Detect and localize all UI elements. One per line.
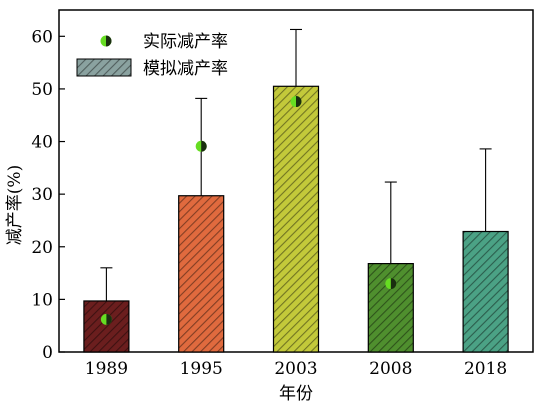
data-point-accent [201, 140, 207, 152]
bar-hatch [367, 263, 414, 353]
data-point-accent [390, 278, 397, 290]
x-axis: 1989 1995 2003 2008 2018 [85, 346, 507, 379]
bar-hatch [272, 85, 320, 353]
y-axis-title: 减产率(%) [5, 165, 25, 245]
x-axis-title: 年份 [279, 384, 313, 404]
y-tick-label: 20 [31, 238, 53, 258]
legend-swatch-hatch [77, 59, 131, 76]
x-tick-label: 1995 [180, 359, 223, 379]
y-tick-label: 60 [31, 27, 53, 47]
y-tick-label: 30 [31, 185, 53, 205]
y-tick-label: 10 [31, 290, 53, 310]
y-tick-label: 0 [42, 343, 53, 363]
bar-hatch [462, 230, 509, 353]
bar-hatch [83, 300, 130, 353]
y-tick-label: 40 [31, 133, 53, 153]
legend-item-simulated: 模拟减产率 [76, 58, 228, 79]
legend-label-simulated: 模拟减产率 [143, 59, 228, 79]
bars [83, 85, 509, 353]
x-tick-label: 2003 [274, 359, 317, 379]
data-point-accent [106, 313, 112, 325]
legend-item-actual: 实际减产率 [100, 32, 228, 52]
x-tick-label: 1989 [85, 359, 128, 379]
y-axis: 0 10 20 30 40 50 60 [31, 27, 65, 363]
legend-marker-accent [106, 35, 112, 47]
legend: 实际减产率 模拟减产率 [76, 32, 228, 79]
points [100, 96, 397, 325]
data-point-accent [296, 96, 302, 108]
x-tick-label: 2008 [369, 359, 412, 379]
x-tick-label: 2018 [464, 359, 507, 379]
legend-label-actual: 实际减产率 [143, 32, 228, 52]
bar-hatch [178, 195, 225, 353]
y-tick-label: 50 [31, 80, 53, 100]
